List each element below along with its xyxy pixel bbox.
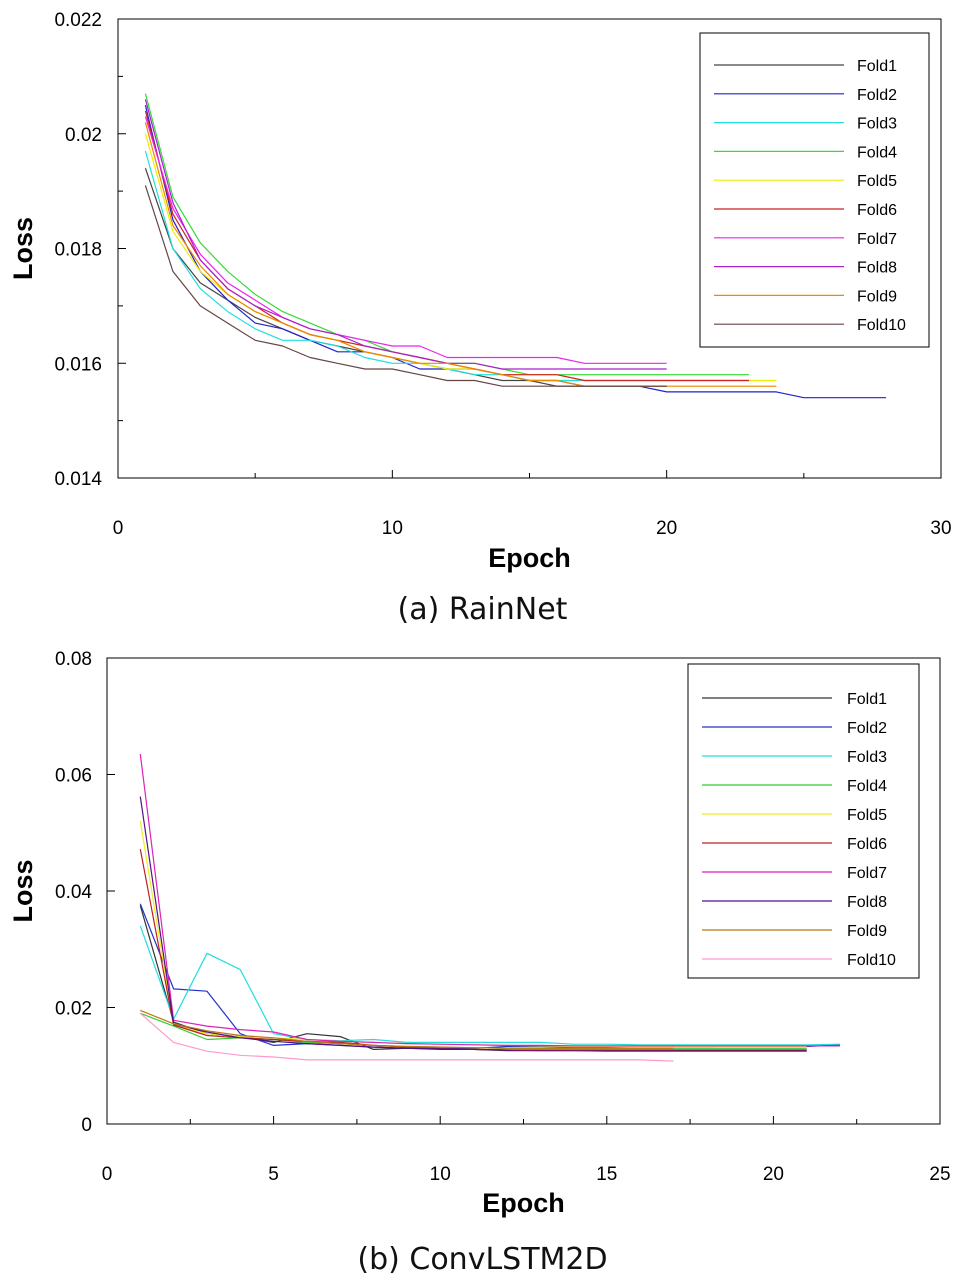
y-tick-label: 0.016 bbox=[54, 354, 102, 375]
legend-label-fold4: Fold4 bbox=[847, 778, 887, 795]
series-line-fold8 bbox=[144, 99, 667, 370]
legend-label-fold5: Fold5 bbox=[857, 173, 897, 190]
figure-convlstm2d: 0 5 10 15 20 25 0 0.02 0.04 0.06 0.08 Epoch Loss Fold… bbox=[0, 642, 965, 1285]
series-line-fold3 bbox=[144, 150, 749, 382]
y-axis-title: Loss bbox=[8, 217, 38, 280]
legend-label-fold2: Fold2 bbox=[857, 87, 897, 104]
series-line-fold5 bbox=[144, 133, 777, 382]
series-line-fold10 bbox=[139, 1012, 674, 1062]
y-tick-label: 0.014 bbox=[54, 469, 102, 490]
caption-convlstm2d: (b) ConvLSTM2D bbox=[357, 1242, 608, 1277]
chart-rainnet: 0 10 20 30 0.014 0.016 0.018 0.02 0.022 Epoch Loss… bbox=[8, 10, 952, 573]
y-tick-label: 0.02 bbox=[55, 999, 92, 1020]
x-axis-title: Epoch bbox=[488, 543, 571, 573]
legend-label-fold7: Fold7 bbox=[857, 231, 897, 248]
legend-label-fold10: Fold10 bbox=[847, 952, 896, 969]
legend-label-fold2: Fold2 bbox=[847, 720, 887, 737]
series-line-fold9 bbox=[144, 122, 777, 387]
legend-label-fold9: Fold9 bbox=[857, 288, 897, 305]
y-tick-label: 0.06 bbox=[55, 766, 92, 787]
x-axis-title: Epoch bbox=[482, 1188, 565, 1218]
legend-label-fold6: Fold6 bbox=[847, 836, 887, 853]
series-line-fold10 bbox=[144, 185, 667, 387]
legend-label-fold5: Fold5 bbox=[847, 807, 887, 824]
legend-label-fold10: Fold10 bbox=[857, 317, 906, 334]
y-tick-label: 0.04 bbox=[55, 882, 92, 903]
x-tick-label: 20 bbox=[763, 1164, 784, 1185]
x-tick-label: 10 bbox=[382, 518, 403, 539]
chart-convlstm2d: 0 5 10 15 20 25 0 0.02 0.04 0.06 0.08 Epoch Loss Fold… bbox=[8, 649, 951, 1218]
series-line-fold8 bbox=[139, 796, 807, 1051]
x-tick-label: 5 bbox=[268, 1164, 279, 1185]
figure-rainnet: 0 10 20 30 0.014 0.016 0.018 0.02 0.022 Epoch Loss… bbox=[0, 0, 965, 642]
x-tick-label: 10 bbox=[430, 1164, 451, 1185]
series-line-fold4 bbox=[140, 1012, 807, 1049]
y-axis-title: Loss bbox=[8, 859, 38, 922]
series-line-fold1 bbox=[144, 168, 667, 387]
series-line-fold4 bbox=[144, 93, 749, 376]
legend-label-fold7: Fold7 bbox=[847, 865, 887, 882]
series-line-fold7 bbox=[144, 116, 667, 364]
series-line-fold3 bbox=[139, 925, 841, 1046]
y-tick-label: 0.018 bbox=[54, 240, 102, 261]
x-tick-label: 25 bbox=[929, 1164, 950, 1185]
x-tick-label: 20 bbox=[656, 518, 677, 539]
series-line-fold7 bbox=[139, 754, 840, 1047]
x-tick-label: 0 bbox=[113, 518, 124, 539]
series-line-fold6 bbox=[144, 110, 749, 382]
y-tick-label: 0.08 bbox=[55, 649, 92, 670]
x-tick-label: 30 bbox=[930, 518, 951, 539]
legend-label-fold1: Fold1 bbox=[847, 691, 887, 708]
legend-label-fold6: Fold6 bbox=[857, 202, 897, 219]
x-tick-label: 15 bbox=[596, 1164, 617, 1185]
legend-label-fold8: Fold8 bbox=[847, 894, 887, 911]
legend-label-fold1: Fold1 bbox=[857, 58, 897, 75]
legend-label-fold3: Fold3 bbox=[847, 749, 887, 766]
caption-rainnet: (a) RainNet bbox=[397, 592, 568, 627]
legend-box bbox=[687, 663, 920, 979]
legend-label-fold9: Fold9 bbox=[847, 923, 887, 940]
x-tick-label: 0 bbox=[102, 1164, 113, 1185]
y-tick-label: 0.022 bbox=[54, 10, 102, 31]
legend-box bbox=[699, 32, 930, 348]
legend-label-fold4: Fold4 bbox=[857, 144, 897, 161]
y-tick-label: 0 bbox=[81, 1115, 92, 1136]
series-line-fold9 bbox=[140, 1009, 674, 1049]
legend-label-fold8: Fold8 bbox=[857, 260, 897, 277]
legend-label-fold3: Fold3 bbox=[857, 116, 897, 133]
y-tick-label: 0.02 bbox=[65, 125, 102, 146]
